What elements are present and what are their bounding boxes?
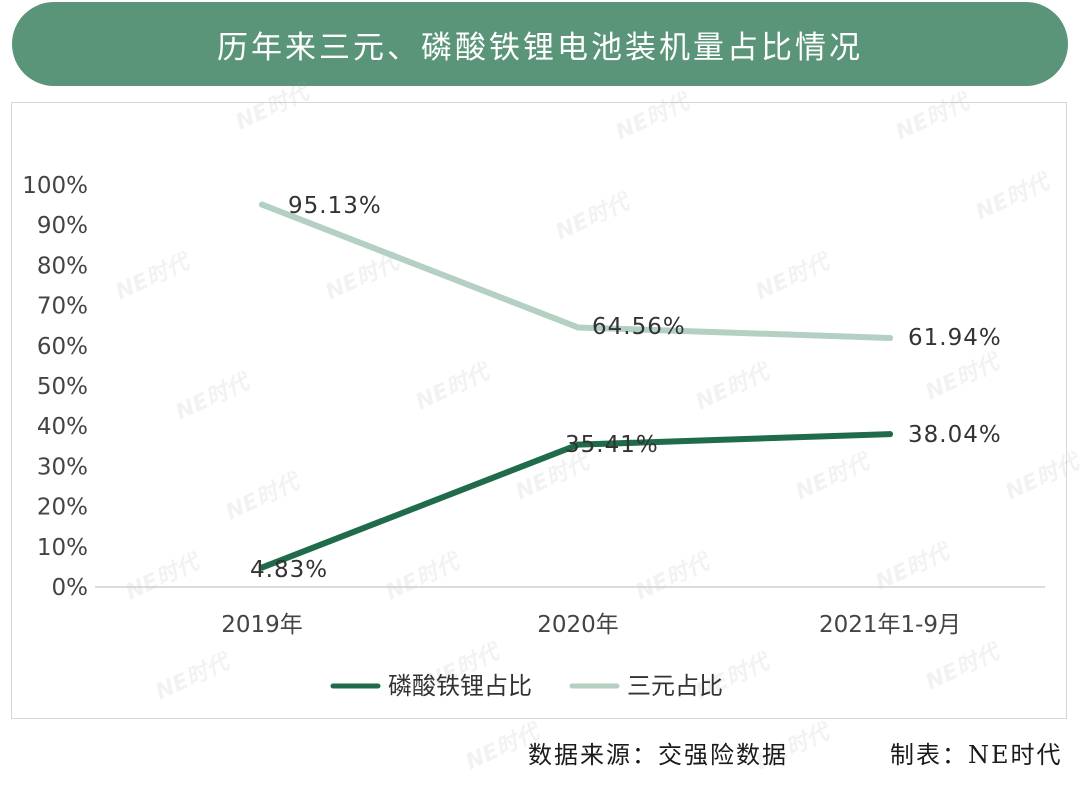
data-label-ternary: 64.56% <box>592 314 686 340</box>
watermark-text: NE时代 <box>922 639 1005 696</box>
watermark-text: NE时代 <box>412 359 495 416</box>
watermark-text: NE时代 <box>752 249 835 306</box>
watermark-text: NE时代 <box>112 249 195 306</box>
x-tick-label: 2020年 <box>537 612 619 638</box>
legend-label-lfp: 磷酸铁锂占比 <box>388 672 532 700</box>
y-tick-label: 50% <box>37 374 88 400</box>
x-tick-label: 2021年1-9月 <box>819 612 961 638</box>
x-tick-label: 2019年 <box>221 612 303 638</box>
data-point-lfp <box>575 441 581 448</box>
watermark-text: NE时代 <box>122 549 205 606</box>
data-label-lfp: 4.83% <box>250 557 328 583</box>
watermark-text: NE时代 <box>972 169 1055 226</box>
watermark-text: NE时代 <box>922 349 1005 406</box>
data-point-ternary <box>887 335 893 342</box>
data-label-lfp: 35.41% <box>565 432 659 458</box>
chart-title: 历年来三元、磷酸铁锂电池装机量占比情况 <box>217 29 863 66</box>
data-label-ternary: 95.13% <box>288 193 382 219</box>
watermark-text: NE时代 <box>692 359 775 416</box>
y-tick-label: 100% <box>22 173 88 199</box>
watermark-text: NE时代 <box>632 549 715 606</box>
data-point-lfp <box>259 564 265 571</box>
data-point-ternary <box>575 324 581 331</box>
title-banner: 历年来三元、磷酸铁锂电池装机量占比情况 <box>12 2 1068 86</box>
watermark-text: NE时代 <box>232 79 315 136</box>
y-tick-label: 10% <box>37 535 88 561</box>
watermark-text: NE时代 <box>612 89 695 146</box>
legend-label-ternary: 三元占比 <box>627 672 723 700</box>
y-tick-label: 80% <box>37 253 88 279</box>
data-label-ternary: 61.94% <box>908 325 1002 351</box>
y-tick-label: 70% <box>37 294 88 320</box>
watermark-text: NE时代 <box>1002 449 1080 506</box>
y-tick-label: 30% <box>37 454 88 480</box>
watermark-text: NE时代 <box>152 649 235 706</box>
y-tick-label: 0% <box>52 575 89 601</box>
watermark-text: NE时代 <box>222 469 305 526</box>
data-point-lfp <box>887 431 893 438</box>
data-source-note: 数据来源：交强险数据 <box>528 741 788 769</box>
y-tick-label: 60% <box>37 334 88 360</box>
chart-frame <box>11 102 1067 719</box>
watermark-text: NE时代 <box>382 549 465 606</box>
watermark-text: NE时代 <box>172 369 255 426</box>
y-tick-label: 40% <box>37 414 88 440</box>
y-tick-label: 90% <box>37 213 88 239</box>
y-tick-label: 20% <box>37 495 88 521</box>
data-label-lfp: 38.04% <box>908 422 1002 448</box>
watermark-text: NE时代 <box>792 449 875 506</box>
watermark-text: NE时代 <box>552 189 635 246</box>
watermark-text: NE时代 <box>892 89 975 146</box>
data-point-ternary <box>259 201 265 208</box>
chart-maker-note: 制表：NE时代 <box>890 741 1063 769</box>
